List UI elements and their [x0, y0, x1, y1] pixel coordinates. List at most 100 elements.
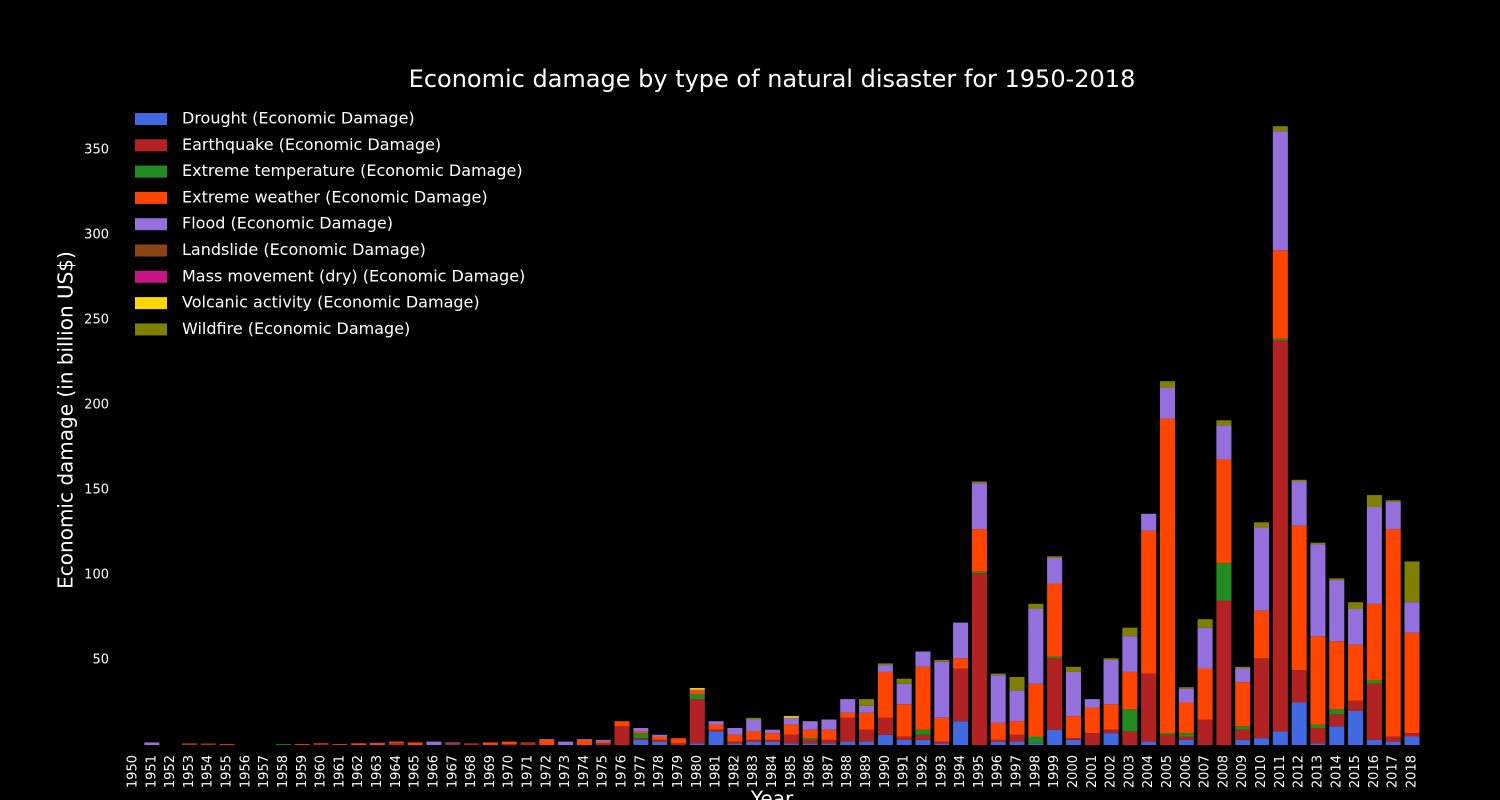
bar-segment: [1385, 741, 1401, 745]
bar-segment: [971, 481, 987, 484]
x-tick-label: 2002: [1104, 755, 1119, 788]
x-tick-label: 2014: [1329, 755, 1344, 788]
bar-segment: [1065, 666, 1081, 672]
bar-segment: [1404, 736, 1420, 745]
legend: Drought (Economic Damage) Earthquake (Eco…: [135, 109, 525, 338]
bar-segment: [859, 712, 875, 730]
x-tick-label: 1985: [784, 755, 799, 788]
bar-segment: [1216, 425, 1232, 460]
bar-segment: [670, 743, 686, 745]
bar-segment: [1028, 743, 1044, 745]
bar-segment: [1178, 688, 1194, 703]
bar-segment: [219, 743, 235, 745]
x-tick-label: 1986: [803, 755, 818, 788]
bar-segment: [1197, 668, 1213, 720]
x-tick-label: 1967: [445, 755, 460, 788]
bar-segment: [1366, 739, 1382, 745]
legend-swatch: [135, 244, 167, 257]
bar-segment: [1366, 680, 1382, 684]
bar-segment: [802, 729, 818, 739]
bar-segment: [1047, 658, 1063, 730]
bar-segment: [633, 733, 649, 739]
x-tick-label: 2009: [1235, 755, 1250, 788]
x-tick-label: 2005: [1160, 755, 1175, 788]
x-tick-label: 1950: [126, 755, 141, 788]
bar-segment: [1103, 660, 1119, 705]
bar-segment: [708, 731, 724, 745]
bar-segment: [351, 743, 367, 745]
x-tick-label: 1988: [840, 755, 855, 788]
bar-segment: [859, 705, 875, 713]
x-tick-label: 1991: [897, 755, 912, 788]
bars: [144, 126, 1420, 745]
bar-segment: [934, 660, 950, 662]
bar-segment: [802, 721, 818, 730]
bar-segment: [821, 743, 837, 745]
bar-segment: [576, 739, 592, 740]
bar-segment: [369, 742, 386, 744]
bar-segment: [877, 671, 893, 718]
bar-segment: [1329, 709, 1345, 715]
legend-swatch: [135, 218, 167, 231]
bar-segment: [764, 733, 781, 740]
x-tick-label: 1951: [144, 755, 159, 788]
bar-segment: [802, 739, 818, 744]
bar-segment: [783, 743, 799, 745]
bar-segment: [426, 741, 442, 745]
bar-segment: [501, 741, 517, 745]
bar-segment: [445, 743, 461, 745]
bar-segment: [1329, 714, 1345, 727]
bar-segment: [1009, 721, 1025, 735]
bar-segment: [1366, 495, 1382, 507]
bar-segment: [1103, 733, 1119, 745]
bar-segment: [313, 744, 329, 745]
bar-segment: [877, 665, 893, 672]
x-tick-label: 1954: [201, 755, 216, 788]
bar-segment: [821, 729, 837, 740]
bar-segment: [1291, 670, 1307, 703]
bar-segment: [1122, 636, 1138, 672]
bar-segment: [1235, 668, 1251, 683]
bar-segment: [1197, 719, 1213, 745]
bar-segment: [1009, 690, 1025, 722]
bar-segment: [746, 719, 762, 732]
legend-label: Drought (Economic Damage): [182, 109, 415, 128]
bar-segment: [727, 743, 743, 745]
bar-segment: [1366, 603, 1382, 681]
x-tick-label: 1970: [502, 755, 517, 788]
bar-segment: [877, 734, 893, 745]
bar-segment: [1291, 479, 1307, 482]
bar-segment: [896, 678, 912, 684]
bar-segment: [369, 743, 386, 745]
bar-segment: [821, 739, 837, 744]
bar-segment: [1047, 656, 1063, 659]
bar-segment: [464, 743, 480, 745]
x-tick-label: 2007: [1198, 755, 1213, 788]
bar-segment: [1141, 530, 1157, 674]
legend-label: Wildfire (Economic Damage): [182, 319, 410, 338]
bar-segment: [1310, 542, 1326, 545]
bar-segment: [539, 739, 555, 740]
legend-label: Flood (Economic Damage): [182, 214, 393, 233]
bar-segment: [1272, 250, 1288, 339]
bar-segment: [1272, 338, 1288, 341]
x-tick-label: 1982: [727, 755, 742, 788]
x-tick-label: 1997: [1010, 755, 1025, 788]
bar-segment: [1329, 580, 1345, 642]
bar-segment: [1009, 741, 1025, 745]
bar-segment: [783, 717, 799, 725]
bar-segment: [915, 666, 931, 730]
bar-segment: [953, 658, 969, 669]
bar-segment: [764, 741, 781, 745]
bar-segment: [1348, 700, 1364, 711]
bar-segment: [1009, 677, 1025, 691]
bar-segment: [727, 728, 743, 735]
bar-segment: [971, 529, 987, 572]
bar-segment: [520, 743, 536, 745]
bar-segment: [1254, 527, 1270, 611]
x-tick-label: 1966: [426, 755, 441, 788]
bar-segment: [576, 739, 592, 745]
bar-segment: [652, 739, 668, 742]
bar-segment: [1348, 609, 1364, 645]
